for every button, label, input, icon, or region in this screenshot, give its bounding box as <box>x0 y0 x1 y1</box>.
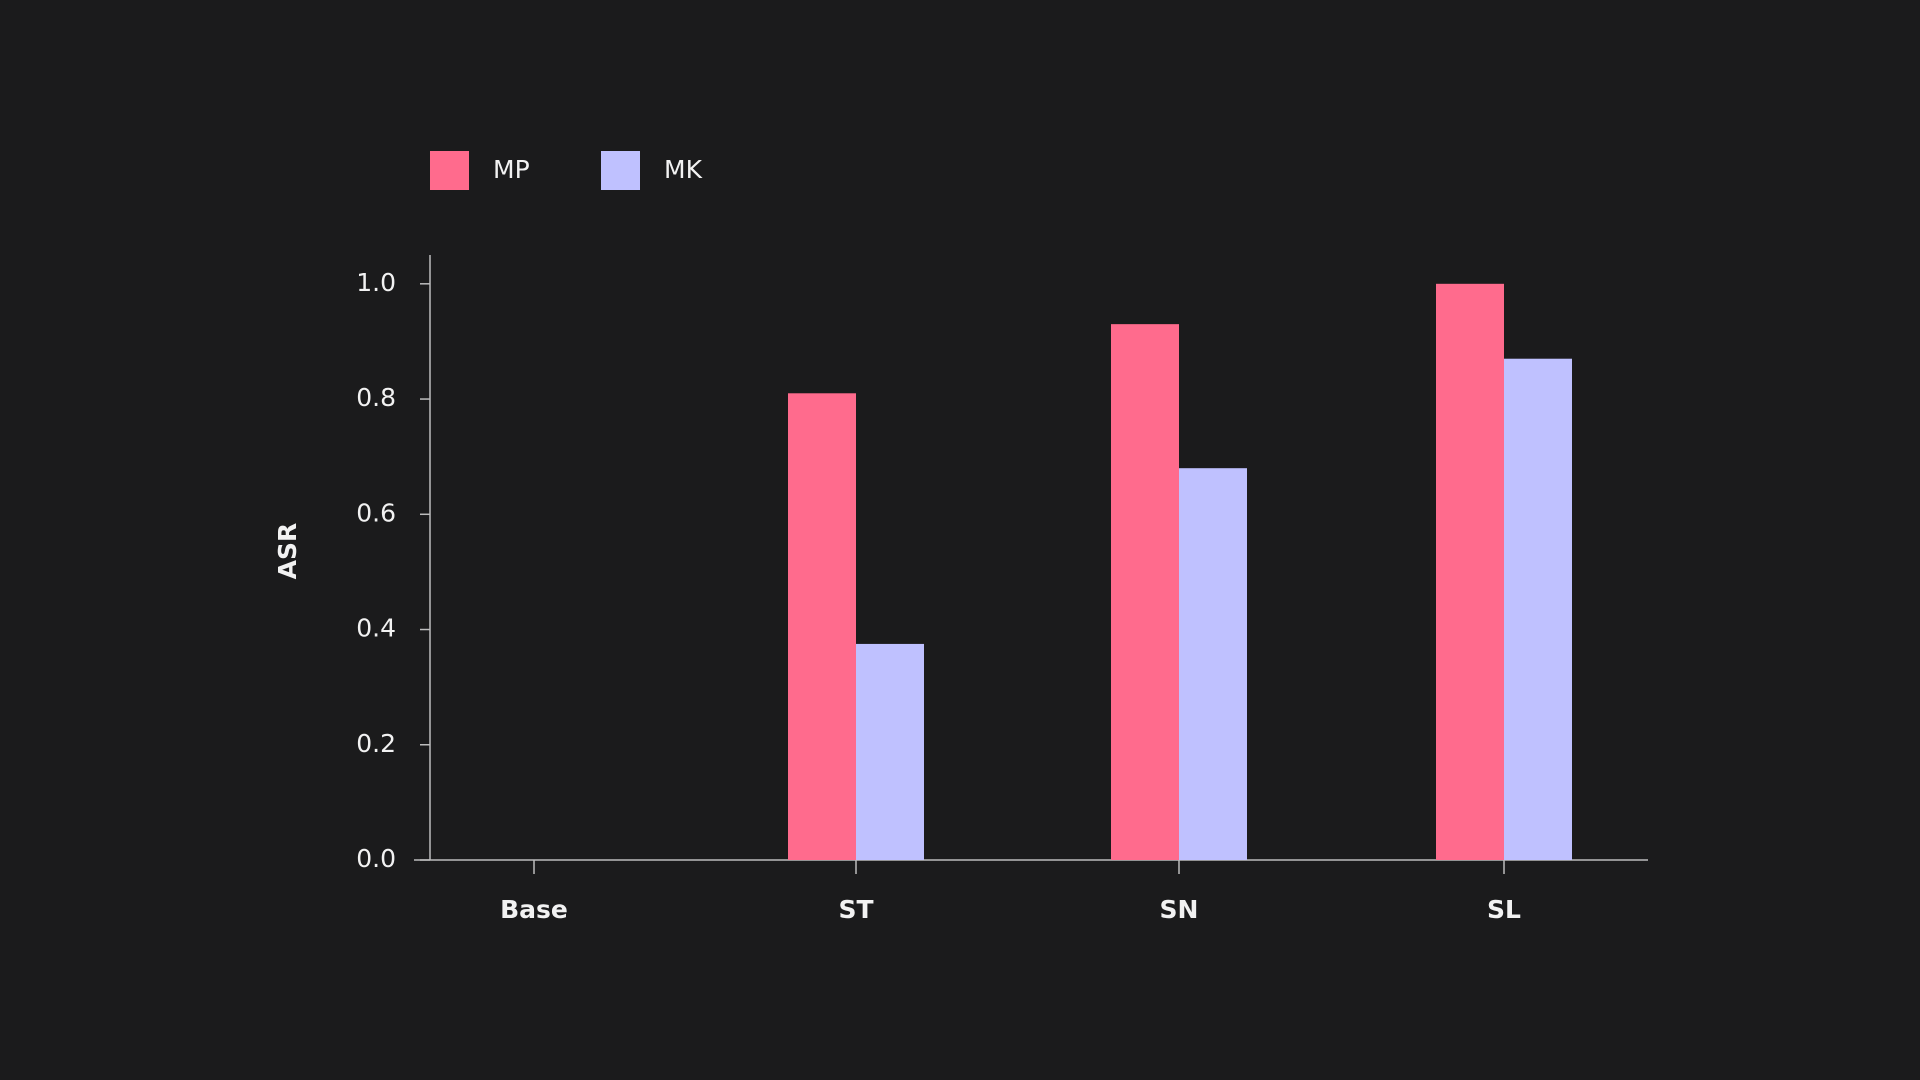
legend-label: MK <box>664 155 703 184</box>
legend-swatch <box>430 151 469 190</box>
y-tick-label: 0.2 <box>356 729 396 758</box>
y-tick-label: 0.8 <box>356 383 396 412</box>
bar <box>788 393 856 860</box>
y-tick-label: 0.0 <box>356 844 396 873</box>
bar <box>856 643 924 860</box>
bar <box>1179 468 1247 860</box>
legend-swatch <box>601 151 640 190</box>
x-tick-label: SL <box>1487 895 1521 924</box>
x-tick-label: Base <box>500 895 568 924</box>
x-tick-label: SN <box>1160 895 1199 924</box>
y-tick-label: 0.4 <box>356 614 396 643</box>
bar <box>1436 283 1504 860</box>
legend-label: MP <box>493 155 530 184</box>
bar <box>1111 324 1179 861</box>
y-axis-label: ASR <box>273 523 302 580</box>
bar <box>1504 358 1572 860</box>
y-tick-label: 1.0 <box>356 268 396 297</box>
x-tick-label: ST <box>838 895 873 924</box>
y-tick-label: 0.6 <box>356 498 396 527</box>
